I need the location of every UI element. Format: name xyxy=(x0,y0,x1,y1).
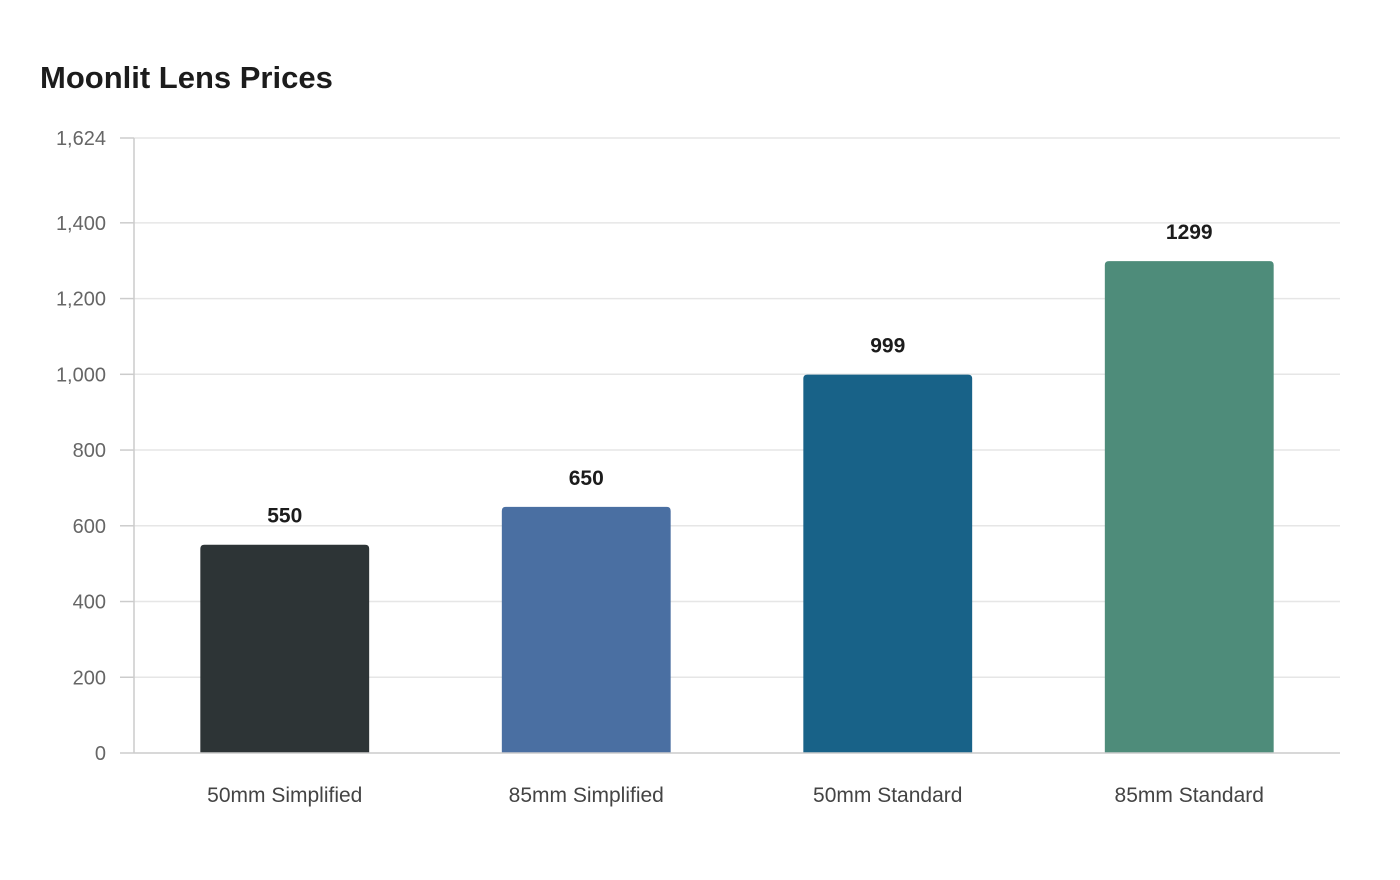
y-tick-label: 1,624 xyxy=(56,128,106,150)
x-tick-label: 85mm Simplified xyxy=(509,784,664,807)
bar xyxy=(501,506,671,753)
axes xyxy=(120,137,1340,754)
data-label: 999 xyxy=(870,335,905,358)
y-tick-label: 0 xyxy=(95,743,106,765)
bar xyxy=(200,544,370,753)
y-tick-label: 800 xyxy=(73,440,106,462)
data-label: 550 xyxy=(267,505,302,528)
data-label: 650 xyxy=(569,467,604,490)
x-tick-label: 85mm Standard xyxy=(1115,784,1264,807)
y-tick-label: 600 xyxy=(73,516,106,538)
chart-title: Moonlit Lens Prices xyxy=(40,60,333,95)
bars xyxy=(200,261,1274,753)
x-tick-label: 50mm Simplified xyxy=(207,784,362,807)
x-tick-label: 50mm Standard xyxy=(813,784,962,807)
bar xyxy=(803,374,973,753)
data-label: 1299 xyxy=(1166,221,1213,244)
y-tick-label: 1,200 xyxy=(56,289,106,311)
y-tick-label: 200 xyxy=(73,667,106,689)
y-tick-label: 400 xyxy=(73,592,106,614)
y-tick-label: 1,000 xyxy=(56,364,106,386)
bar xyxy=(1104,261,1274,753)
labels: 0 200 400 600 800 1,000 1,200 1,400 1,624 550 50mm… xyxy=(56,128,1264,807)
y-tick-label: 1,400 xyxy=(56,213,106,235)
